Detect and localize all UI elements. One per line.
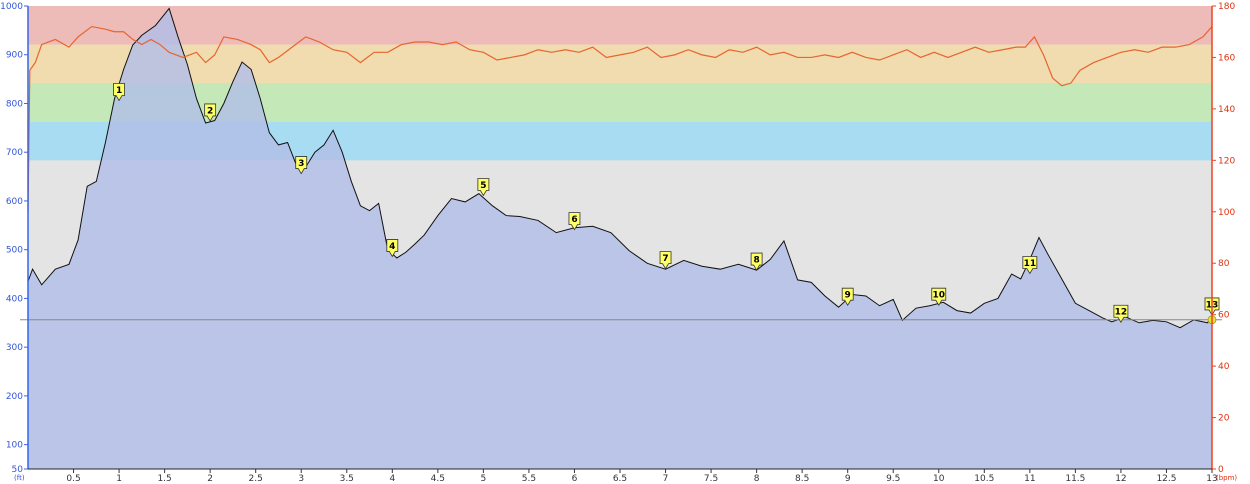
right-tick-label-80: 80 (1218, 259, 1230, 269)
hr-zone-3 (28, 44, 1212, 84)
heart-rate-line (27, 25, 1213, 212)
x-tick-label-4: 4 (389, 474, 395, 484)
elevation-area (27, 7, 1213, 470)
lap-marker-label-1: 1 (116, 86, 122, 96)
left-tick-label-200: 200 (6, 392, 23, 402)
left-tick-label-800: 800 (6, 99, 23, 109)
lap-marker-flag-8 (750, 252, 763, 271)
x-tick-label-8: 8 (754, 474, 760, 484)
lap-marker-flag-2 (204, 103, 217, 122)
right-tick-label-20: 20 (1218, 414, 1230, 424)
x-tick-label-9: 9 (845, 474, 851, 484)
left-tick-label-900: 900 (6, 51, 23, 61)
heart-rate-path (27, 25, 1213, 212)
x-tick-label-10: 10 (933, 474, 945, 484)
lap-marker-6: 6 (568, 212, 581, 231)
lap-marker-flag-6 (568, 212, 581, 231)
x-tick-label-11.5: 11.5 (1065, 474, 1085, 484)
lap-markers: 12345678910111213 (113, 83, 1220, 325)
lap-marker-label-7: 7 (662, 254, 668, 264)
lap-marker-label-10: 10 (933, 291, 946, 301)
x-tick-label-6.5: 6.5 (613, 474, 627, 484)
lap-marker-2: 2 (204, 103, 217, 122)
hr-zone-4 (28, 6, 1212, 45)
right-tick-label-100: 100 (1218, 208, 1235, 218)
x-axis-ticks: 0.5 1 1.5 2 2.5 3 3.5 4 4.5 5 5.5 6 6.5 7 7.5 8 8.5 9 9.5 1… (66, 469, 1218, 484)
lap-marker-9: 9 (841, 287, 854, 306)
lap-marker-label-11: 11 (1024, 259, 1037, 269)
x-tick-label-7.5: 7.5 (704, 474, 718, 484)
x-tick-label-12: 12 (1115, 474, 1126, 484)
x-tick-label-11: 11 (1024, 474, 1035, 484)
x-tick-label-6: 6 (572, 474, 578, 484)
left-tick-label-700: 700 (6, 148, 23, 158)
lap-marker-flag-5 (477, 178, 490, 197)
x-tick-label-12.5: 12.5 (1156, 474, 1176, 484)
lap-marker-flag-4 (386, 239, 399, 258)
x-tick-label-7: 7 (663, 474, 669, 484)
x-tick-label-10.5: 10.5 (974, 474, 994, 484)
x-tick-label-8.5: 8.5 (795, 474, 809, 484)
right-tick-label-60: 60 (1218, 311, 1230, 321)
x-tick-label-2.5: 2.5 (249, 474, 263, 484)
elevation-outline (27, 7, 1213, 329)
lap-marker-3: 3 (295, 156, 308, 175)
right-tick-label-160: 160 (1218, 53, 1235, 63)
left-tick-label-600: 600 (6, 197, 23, 207)
right-tick-label-40: 40 (1218, 362, 1230, 372)
lap-marker-label-5: 5 (480, 181, 486, 191)
lap-marker-flag-12 (1113, 304, 1129, 324)
lap-marker-label-6: 6 (571, 215, 577, 225)
right-tick-label-0: 0 (1218, 465, 1224, 475)
lap-marker-7: 7 (659, 251, 672, 270)
lap-marker-flag-10 (931, 287, 947, 306)
lap-marker-flag-3 (295, 156, 308, 175)
left-axis-ticks: 50 100 200 300 400 500 600 700 800 900 1000 (0, 2, 28, 475)
x-tick-label-3: 3 (298, 474, 304, 484)
left-tick-label-1000: 1000 (0, 2, 23, 12)
lap-marker-10: 10 (931, 287, 947, 306)
lap-marker-label-9: 9 (845, 291, 851, 301)
elevation-fill (28, 8, 1212, 470)
x-tick-label-13: 13 (1206, 474, 1217, 484)
x-tick-label-1: 1 (116, 474, 122, 484)
lap-marker-flag-7 (659, 251, 672, 270)
lap-marker-1: 1 (113, 83, 125, 102)
lap-marker-11: 11 (1022, 256, 1038, 275)
lap-marker-4: 4 (386, 239, 399, 258)
lap-marker-flag-9 (841, 287, 854, 306)
x-tick-label-5: 5 (481, 474, 487, 484)
lap-marker-label-8: 8 (753, 256, 759, 266)
lap-marker-5: 5 (477, 178, 490, 197)
lap-marker-label-2: 2 (207, 106, 213, 116)
lap-marker-8: 8 (750, 252, 763, 271)
lap-marker-label-4: 4 (389, 242, 395, 252)
x-tick-label-0.5: 0.5 (66, 474, 80, 484)
lap-marker-label-12: 12 (1115, 308, 1128, 318)
x-tick-label-9.5: 9.5 (886, 474, 900, 484)
right-tick-label-180: 180 (1218, 2, 1235, 12)
right-axis-unit: (bpm) (1216, 474, 1237, 482)
lap-marker-label-3: 3 (298, 159, 304, 169)
right-tick-label-140: 140 (1218, 105, 1235, 115)
lap-marker-flag-11 (1022, 256, 1038, 275)
x-tick-label-4.5: 4.5 (431, 474, 445, 484)
x-tick-label-1.5: 1.5 (157, 474, 171, 484)
left-tick-label-500: 500 (6, 246, 23, 256)
x-tick-label-2: 2 (207, 474, 213, 484)
x-tick-label-3.5: 3.5 (340, 474, 354, 484)
left-tick-label-400: 400 (6, 294, 23, 304)
right-axis-ticks: 0 20 40 60 80 100 120 140 160 180 (1212, 2, 1235, 475)
x-tick-label-5.5: 5.5 (522, 474, 536, 484)
left-tick-label-50: 50 (12, 465, 24, 475)
left-tick-label-100: 100 (6, 441, 23, 451)
right-tick-label-120: 120 (1218, 156, 1235, 166)
left-axis-unit: (ft) (14, 474, 25, 482)
lap-marker-flag-1 (113, 83, 125, 102)
lap-marker-12: 12 (1113, 304, 1129, 324)
left-tick-label-300: 300 (6, 343, 23, 353)
